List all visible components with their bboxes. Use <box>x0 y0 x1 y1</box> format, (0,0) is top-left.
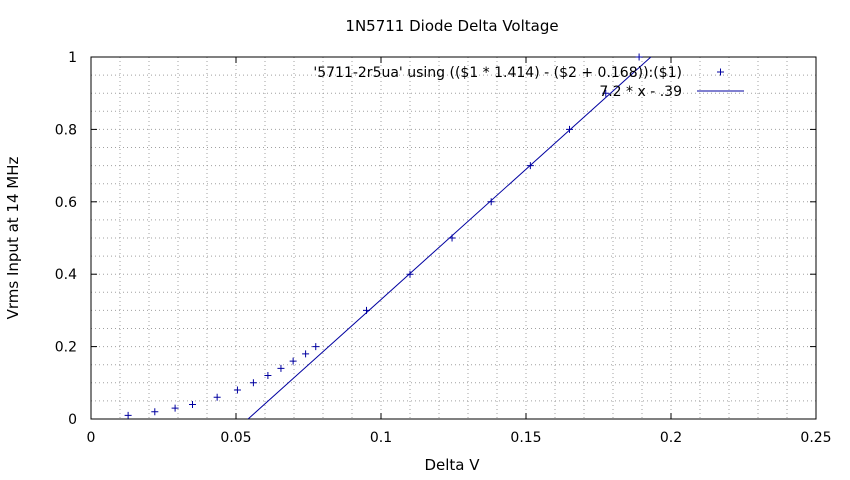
x-axis-label: Delta V <box>424 456 480 474</box>
x-tick-label: 0.15 <box>510 430 541 446</box>
legend-label: 7.2 * x - .39 <box>599 84 682 100</box>
data-point <box>289 357 297 365</box>
y-axis-label: Vrms Input at 14 MHz <box>4 156 22 319</box>
legend: '5711-2r5ua' using (($1 * 1.414) - ($2 +… <box>313 65 744 100</box>
data-point <box>124 411 132 419</box>
y-tick-label: 0 <box>68 412 77 428</box>
data-point <box>213 393 221 401</box>
y-tick-label: 0.8 <box>55 122 77 138</box>
data-point <box>189 401 196 409</box>
x-tick-label: 0.2 <box>660 430 682 446</box>
x-tick-label: 0 <box>87 430 96 446</box>
data-point <box>233 386 241 394</box>
data-point <box>406 270 414 278</box>
data-point <box>312 343 320 351</box>
fit-line-series <box>247 57 652 419</box>
legend-label: '5711-2r5ua' using (($1 * 1.414) - ($2 +… <box>313 65 682 81</box>
tick-labels: 0 0.05 0.1 0.15 0.2 0.25 0 0.2 0.4 0.6 0.8 1 <box>55 50 832 446</box>
y-tick-label: 1 <box>68 50 77 66</box>
data-point <box>566 125 573 133</box>
scatter-series <box>124 53 643 419</box>
data-point <box>264 372 272 380</box>
data-point <box>487 198 495 206</box>
y-tick-label: 0.2 <box>55 340 77 356</box>
data-point <box>635 53 643 61</box>
legend-marker <box>717 68 724 76</box>
data-point <box>171 404 179 412</box>
x-tick-label: 0.1 <box>370 430 392 446</box>
data-point <box>249 379 257 387</box>
axis-ticks <box>90 56 817 420</box>
data-point <box>302 350 310 358</box>
x-tick-label: 0.25 <box>800 430 831 446</box>
data-point <box>602 89 610 97</box>
y-tick-label: 0.4 <box>55 267 77 283</box>
y-tick-label: 0.6 <box>55 195 77 211</box>
chart-title: 1N5711 Diode Delta Voltage <box>345 17 558 35</box>
data-point <box>151 408 159 416</box>
series-layer <box>124 53 652 419</box>
data-point <box>277 364 285 372</box>
plot-frame <box>90 56 817 420</box>
fit-line <box>247 57 652 419</box>
x-tick-label: 0.05 <box>220 430 251 446</box>
